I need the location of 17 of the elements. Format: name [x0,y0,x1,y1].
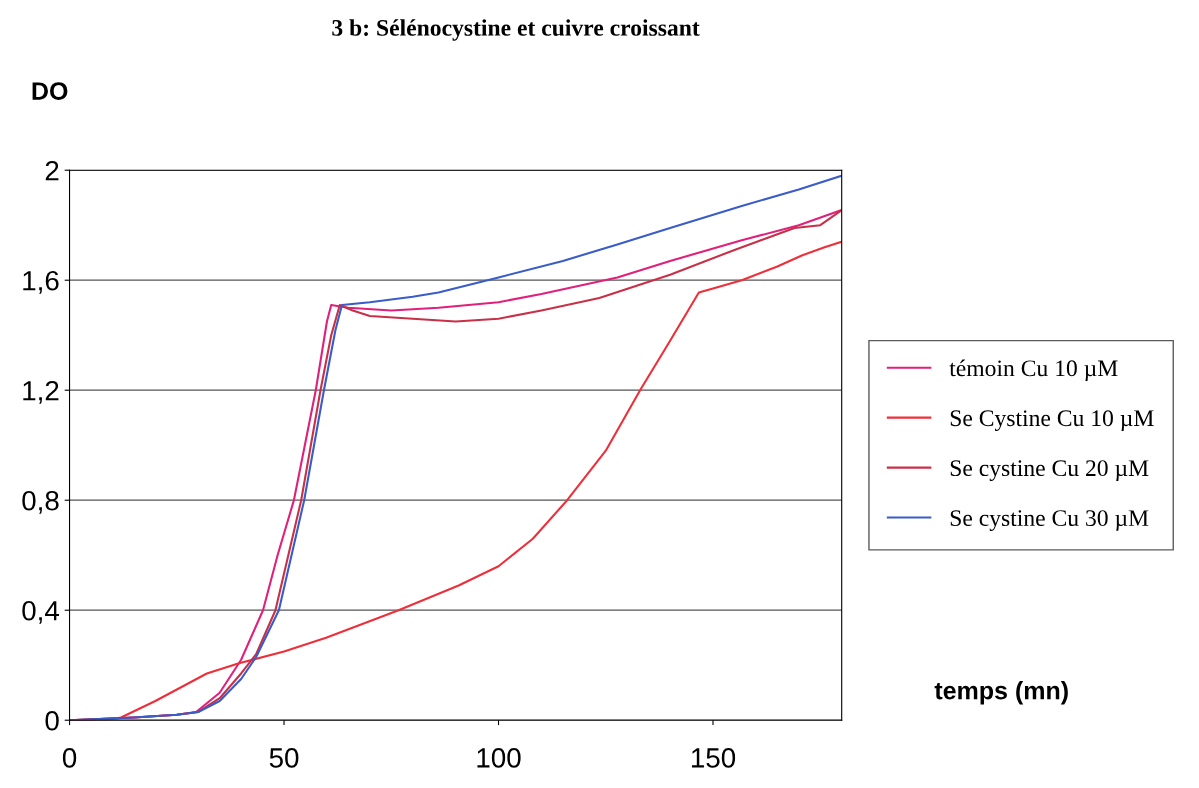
x-tick-label: 150 [691,748,736,768]
legend-label: Se Cystine Cu 10 µM [950,410,1154,432]
y-tick-label: 2 [45,160,59,181]
legend-label: Se cystine Cu 30 µM [950,510,1149,531]
y-tick-label: 0,8 [22,490,59,514]
y-axis-title: DO [32,82,68,100]
legend-label: témoin Cu 10 µM [949,359,1118,382]
x-axis-title: temps (mn) [934,681,1068,705]
y-tick-label: 1,2 [23,380,59,404]
y-tick-label: 0 [45,710,59,731]
legend-label: Se cystine Cu 20 µM [950,460,1149,481]
x-tick-label: 0 [62,748,77,768]
x-tick-label: 100 [477,748,521,768]
chart-title: 3 b: Sélénocystine et cuivre croissant [332,19,700,41]
y-tick-label: 1,6 [23,270,59,294]
x-tick-label: 50 [269,748,299,768]
y-tick-label: 0,4 [22,600,60,624]
